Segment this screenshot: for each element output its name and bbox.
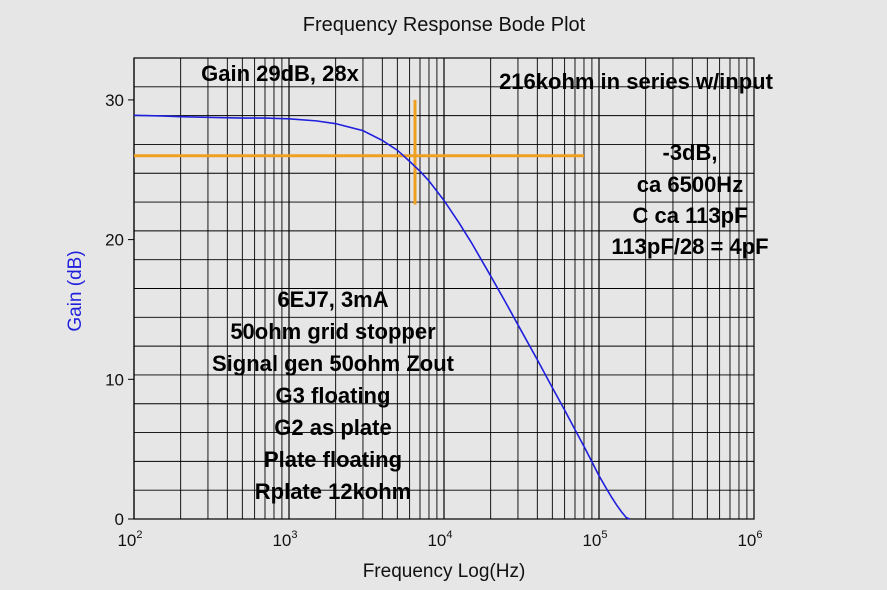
cutoff-marker [134, 99, 584, 205]
x-tick-label: 103 [272, 529, 297, 550]
x-tick-label: 105 [582, 529, 607, 550]
y-tick-label: 10 [105, 370, 124, 389]
annotation-cutoff-line: C ca 113pF [633, 203, 748, 228]
annotation-cutoff-line: 113pF/28 = 4pF [611, 234, 768, 259]
annotation-series-resistor: 216kohm in series w/input [499, 69, 774, 94]
x-tick-label: 102 [117, 529, 142, 550]
annotation-setup-line: 6EJ7, 3mA [277, 287, 388, 312]
tick-labels: 0 10 20 30 102 103 104 105 106 [105, 91, 762, 550]
annotation-gain: Gain 29dB, 28x [201, 61, 360, 86]
x-tick-label: 106 [737, 529, 762, 550]
plot-frame [133, 57, 755, 520]
y-tick-label: 0 [115, 510, 124, 529]
x-tick-exponent: 4 [446, 529, 452, 541]
annotation-cutoff-line: ca 6500Hz [637, 172, 743, 197]
annotation-setup-line: Plate floating [264, 447, 402, 472]
x-tick-label: 104 [427, 529, 452, 550]
x-tick-exponent: 6 [756, 529, 762, 541]
x-tick-exponent: 2 [136, 529, 142, 541]
y-axis-label: Gain (dB) [65, 250, 86, 331]
annotation-setup-line: Rplate 12kohm [255, 479, 412, 504]
y-tick-label: 20 [105, 231, 124, 250]
gain-curve [133, 114, 631, 520]
grid [133, 58, 754, 519]
annotation-cutoff: -3dB, ca 6500Hz C ca 113pF 113pF/28 = 4p… [611, 140, 768, 259]
x-axis-label: Frequency Log(Hz) [363, 561, 526, 582]
annotation-setup-line: 50ohm grid stopper [230, 319, 436, 344]
x-tick-exponent: 5 [601, 529, 607, 541]
annotation-setup-line: Signal gen 50ohm Zout [212, 351, 455, 376]
y-tick-label: 30 [105, 91, 124, 110]
x-tick-exponent: 3 [291, 529, 297, 541]
annotation-cutoff-line: -3dB, [663, 140, 718, 165]
annotation-setup-line: G2 as plate [274, 415, 391, 440]
chart-title: Frequency Response Bode Plot [303, 14, 586, 36]
annotation-setup: 6EJ7, 3mA 50ohm grid stopper Signal gen … [212, 287, 455, 504]
annotation-setup-line: G3 floating [276, 383, 391, 408]
